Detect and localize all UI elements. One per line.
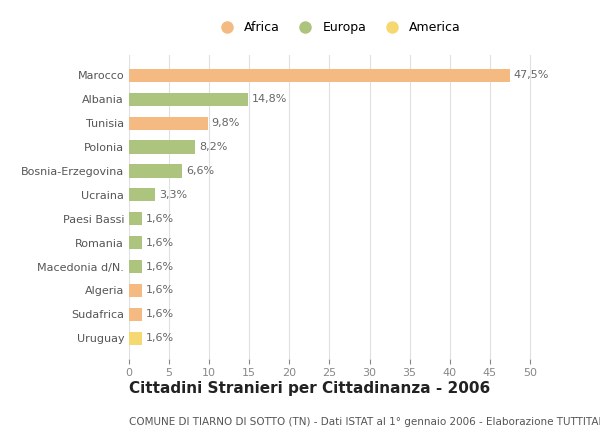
Text: 9,8%: 9,8%	[212, 118, 240, 128]
Bar	[129, 308, 142, 321]
Bar	[129, 117, 208, 130]
Bar	[129, 188, 155, 202]
Bar	[129, 284, 142, 297]
Bar	[129, 93, 248, 106]
Bar	[129, 260, 142, 273]
Bar	[129, 212, 142, 225]
Text: 6,6%: 6,6%	[186, 166, 214, 176]
Text: 1,6%: 1,6%	[146, 309, 174, 319]
Text: 1,6%: 1,6%	[146, 286, 174, 295]
Text: 8,2%: 8,2%	[199, 142, 227, 152]
Text: 1,6%: 1,6%	[146, 214, 174, 224]
Text: 1,6%: 1,6%	[146, 261, 174, 271]
Text: Cittadini Stranieri per Cittadinanza - 2006: Cittadini Stranieri per Cittadinanza - 2…	[129, 381, 490, 396]
Text: 14,8%: 14,8%	[251, 94, 287, 104]
Legend: Africa, Europa, America: Africa, Europa, America	[212, 19, 463, 37]
Text: 47,5%: 47,5%	[514, 70, 549, 81]
Text: 1,6%: 1,6%	[146, 333, 174, 343]
Bar	[129, 236, 142, 249]
Bar	[129, 69, 510, 82]
Text: COMUNE DI TIARNO DI SOTTO (TN) - Dati ISTAT al 1° gennaio 2006 - Elaborazione TU: COMUNE DI TIARNO DI SOTTO (TN) - Dati IS…	[129, 417, 600, 427]
Bar	[129, 140, 195, 154]
Bar	[129, 165, 182, 177]
Bar	[129, 332, 142, 345]
Text: 1,6%: 1,6%	[146, 238, 174, 248]
Text: 3,3%: 3,3%	[160, 190, 188, 200]
